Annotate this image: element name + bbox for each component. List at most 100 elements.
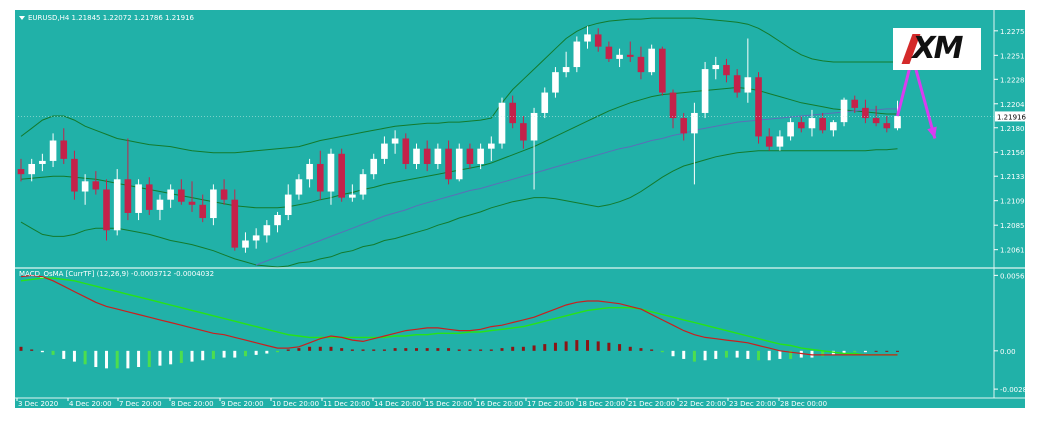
candle-body (509, 102, 517, 124)
candle (381, 136, 388, 164)
candle (113, 169, 121, 236)
candle-body (423, 148, 431, 164)
time-tick-label: 14 Dec 20:00 (374, 400, 421, 408)
macd-histogram-bar (105, 350, 109, 369)
time-tick-label: 17 Dec 20:00 (527, 400, 574, 408)
candle (316, 150, 324, 200)
macd-histogram-bar (72, 350, 76, 362)
macd-histogram-bar (682, 350, 686, 359)
candle (626, 41, 634, 62)
macd-histogram-bar (575, 340, 579, 351)
macd-histogram-bar (414, 348, 418, 351)
macd-histogram-bar (724, 350, 728, 358)
candle (28, 158, 36, 182)
candle-body (894, 116, 901, 129)
macd-histogram-bar (553, 342, 557, 351)
candle (797, 116, 805, 133)
candle (669, 89, 677, 129)
macd-histogram-bar (671, 350, 675, 357)
time-tick-label: 16 Dec 20:00 (476, 400, 523, 408)
macd-histogram-bar (62, 350, 66, 359)
candle (338, 148, 345, 202)
candle-body (434, 148, 442, 164)
macd-histogram-bar (425, 348, 429, 351)
candle (562, 51, 570, 78)
candle (17, 158, 25, 182)
macd-histogram-bar (169, 350, 173, 365)
price-tick-label: 1.21330 (1000, 173, 1029, 181)
price-tick-label: 1.22755 (1000, 28, 1029, 36)
macd-histogram-bar (211, 350, 215, 359)
candle (723, 58, 730, 83)
candle-body (349, 194, 356, 198)
candle-body (691, 112, 698, 134)
macd-histogram-bar (778, 350, 782, 359)
candle-body (252, 235, 260, 241)
time-tick-label: 22 Dec 20:00 (679, 400, 726, 408)
candle-body (327, 153, 335, 192)
candle-body (819, 118, 826, 131)
price-tick-label: 1.22040 (1000, 101, 1029, 109)
macd-histogram-bar (350, 349, 354, 351)
price-tick-label: 1.20610 (1000, 247, 1029, 255)
price-panel[interactable] (17, 17, 994, 268)
macd-histogram-bar (404, 348, 408, 351)
candle-body (338, 153, 345, 198)
candle-body (81, 181, 89, 192)
candle (434, 143, 442, 170)
candle (530, 107, 538, 190)
candle-body (199, 204, 207, 219)
macd-histogram-bar (660, 350, 664, 353)
candle (466, 143, 474, 170)
macd-histogram-bar (564, 341, 568, 351)
macd-histogram-bar (233, 350, 237, 358)
macd-histogram-bar (863, 350, 867, 353)
candle (552, 67, 559, 98)
candle-body (295, 179, 303, 195)
macd-histogram-bar (767, 350, 771, 361)
candle-body (733, 75, 741, 93)
candle (520, 116, 527, 149)
candle (840, 97, 848, 127)
time-tick-label: 18 Dec 20:00 (578, 400, 625, 408)
macd-panel[interactable] (19, 274, 899, 369)
candle-body (167, 189, 174, 200)
candle-body (776, 136, 784, 147)
candle-body (659, 48, 666, 93)
macd-histogram-bar (757, 350, 761, 361)
macd-histogram-bar (329, 346, 333, 351)
candle-body (808, 118, 816, 129)
macd-histogram-bar (789, 350, 793, 359)
macd-histogram-bar (650, 349, 654, 351)
macd-signal-line (20, 277, 898, 356)
candle-body (765, 136, 773, 147)
macd-histogram-bar (265, 350, 269, 354)
axes: 1.22755 1.22515 1.22280 1.22040 1.21805 1.215… (15, 10, 1033, 408)
candle (648, 44, 655, 76)
candle-body (797, 122, 805, 129)
candle-body (381, 143, 388, 159)
candle (445, 140, 452, 185)
candle (135, 179, 142, 221)
time-tick-label: 10 Dec 20:00 (272, 400, 319, 408)
macd-histogram-bar (137, 350, 141, 368)
time-tick-label: 3 Dec 2020 (18, 400, 58, 408)
candle (423, 140, 431, 172)
macd-header: MACD_OsMA [CurrTF] (12,26,9) -0.0003712 … (19, 270, 214, 278)
price-tick-label: 1.21805 (1000, 125, 1029, 133)
macd-histogram-bar (115, 350, 119, 369)
candle-body (552, 72, 559, 93)
candle-body (145, 184, 153, 210)
candle-body (680, 118, 688, 134)
macd-histogram-bar (147, 350, 151, 368)
macd-histogram-bar (179, 350, 183, 363)
candle-body (210, 189, 217, 219)
price-tick-label: 1.22515 (1000, 52, 1029, 60)
candle (402, 133, 410, 170)
macd-histogram-bar (372, 349, 376, 351)
macd-histogram-bar (190, 350, 194, 362)
candle-body (60, 140, 68, 159)
time-tick-label: 23 Dec 20:00 (729, 400, 776, 408)
time-tick-label: 8 Dec 20:00 (171, 400, 214, 408)
